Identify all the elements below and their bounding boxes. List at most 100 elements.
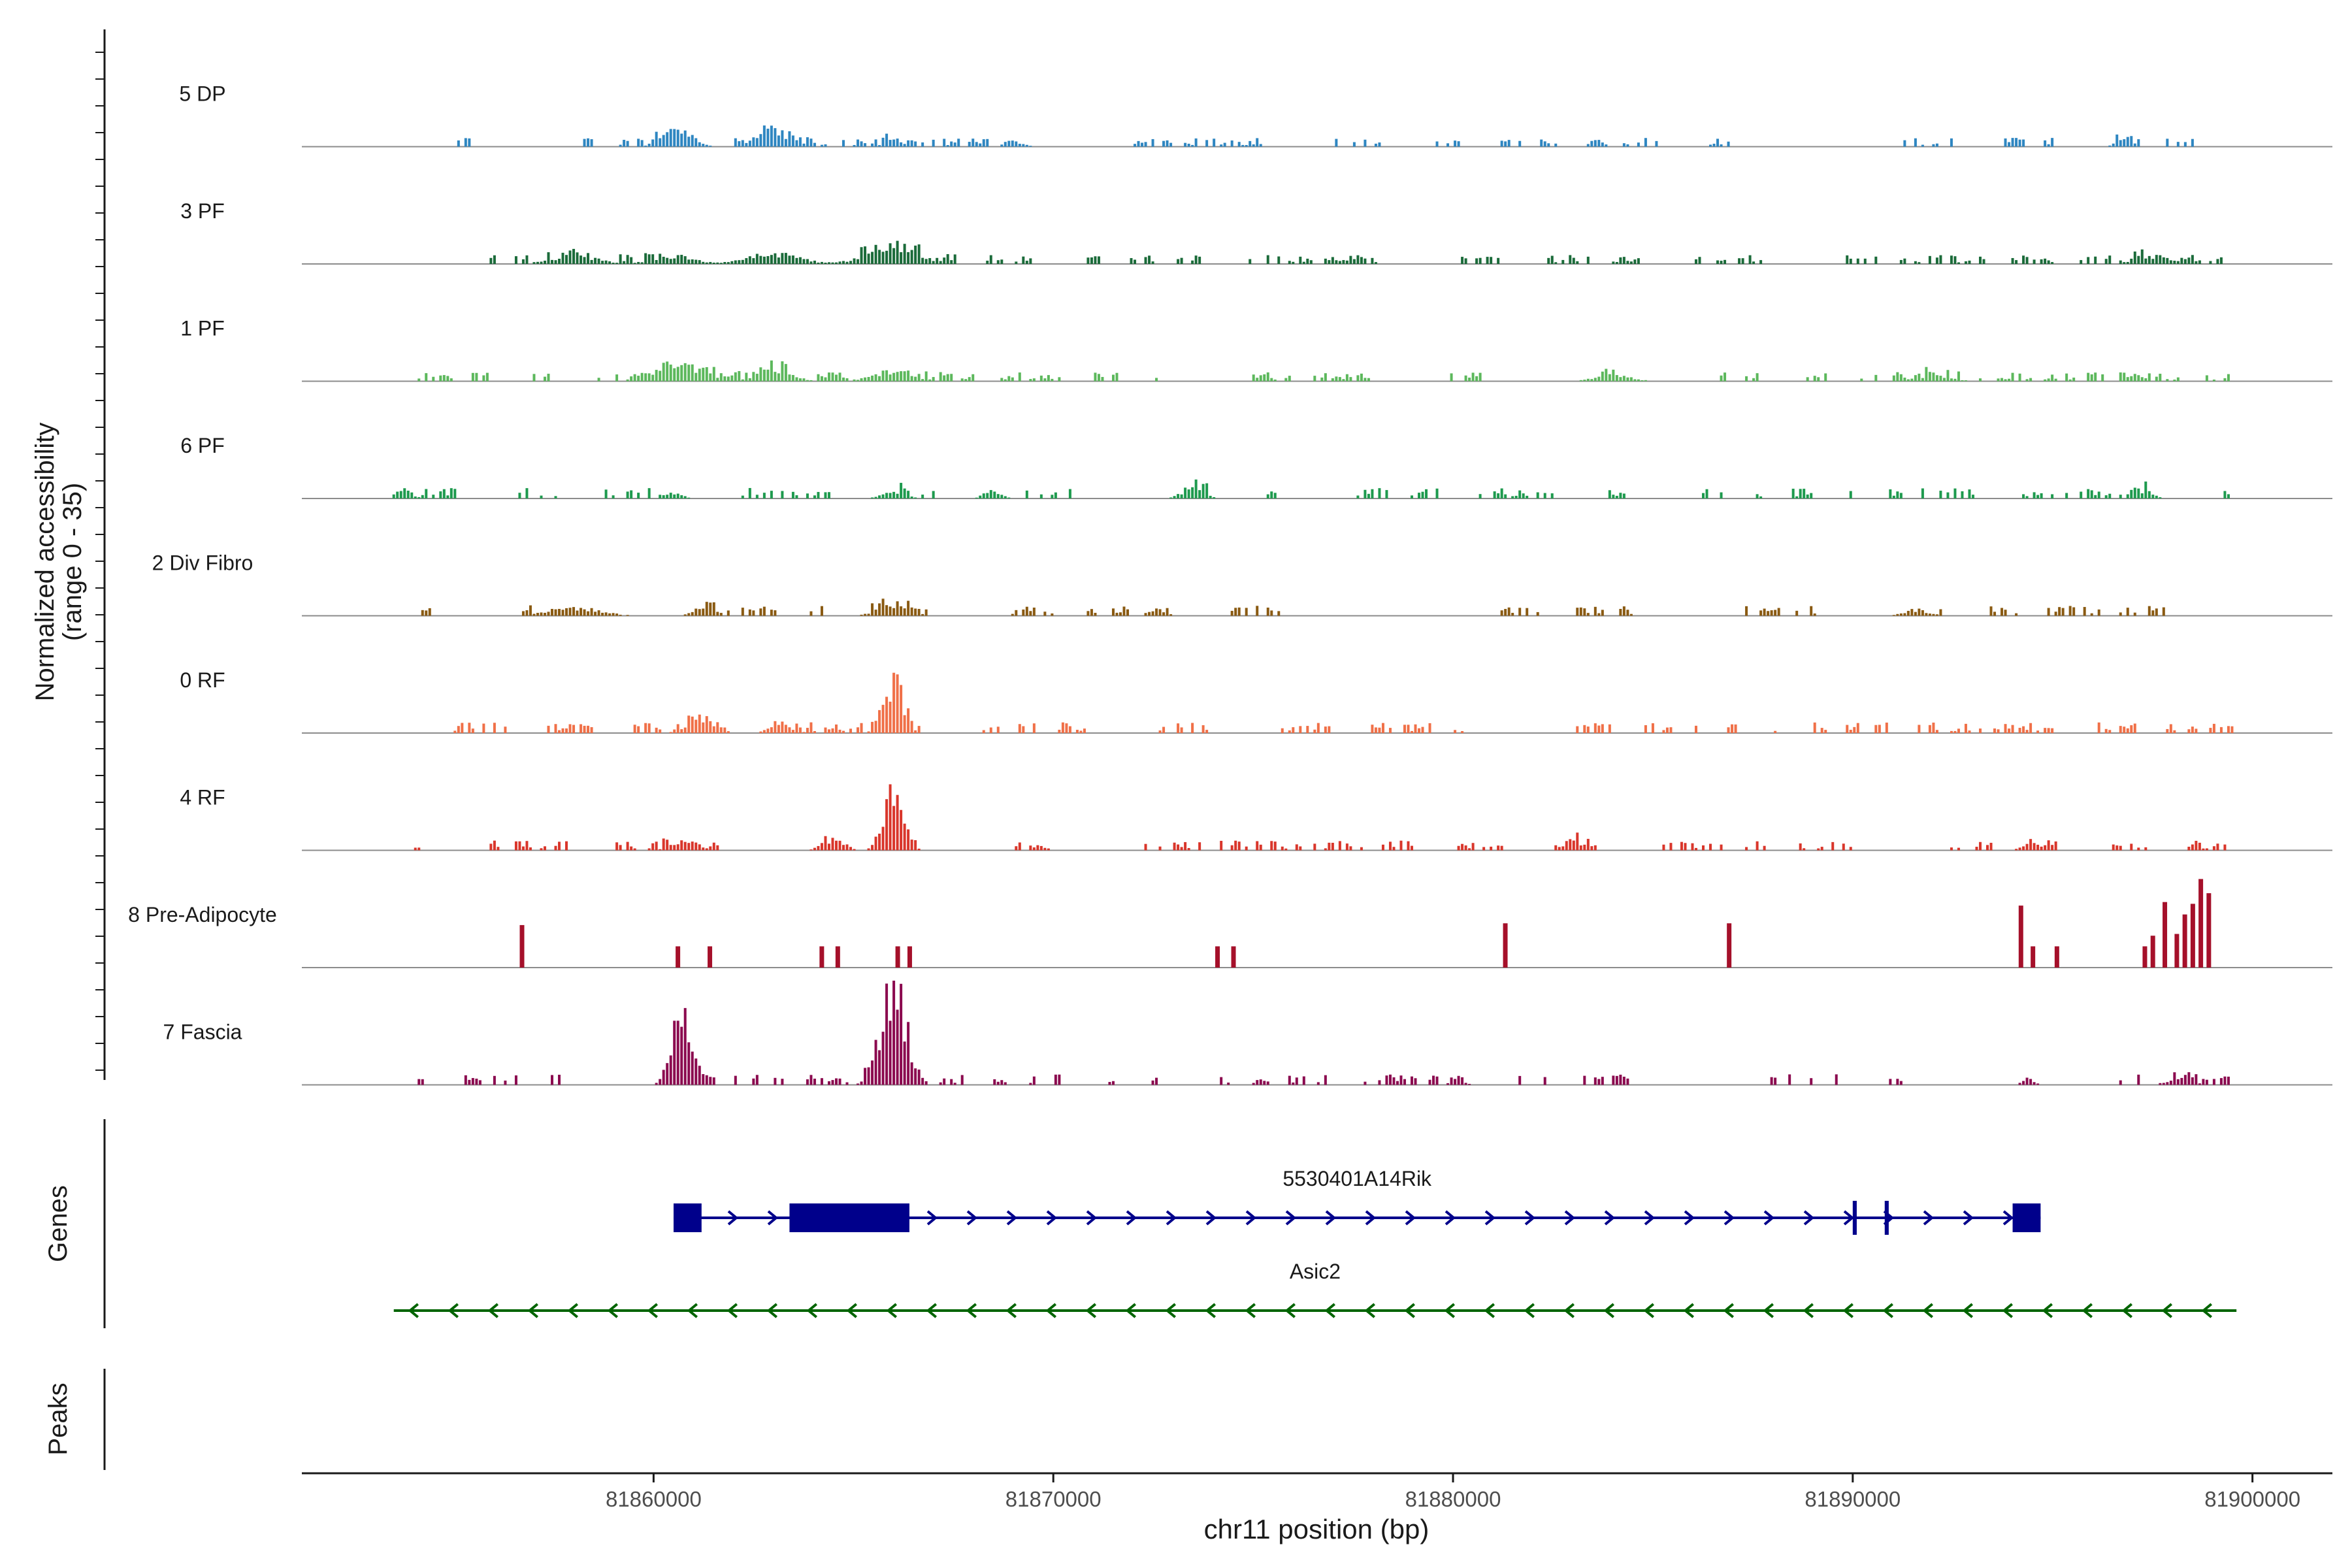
- coverage-bar: [669, 732, 672, 733]
- coverage-bar: [619, 144, 622, 147]
- coverage-bar: [2119, 845, 2122, 851]
- coverage-bar: [1734, 724, 1737, 733]
- coverage-bar: [917, 1070, 921, 1085]
- coverage-bar: [853, 379, 856, 382]
- gene-asic2: Asic2: [393, 1260, 2237, 1318]
- coverage-bar: [1249, 140, 1252, 147]
- coverage-bar: [1414, 724, 1417, 733]
- coverage-bar: [1220, 840, 1223, 851]
- coverage-bar: [1277, 256, 1281, 264]
- coverage-bar: [781, 361, 784, 382]
- coverage-bar: [849, 261, 853, 264]
- coverage-bar: [784, 253, 787, 264]
- coverage-bar: [1723, 372, 1727, 382]
- coverage-bar: [874, 610, 877, 616]
- coverage-bar: [1622, 257, 1625, 264]
- coverage-bar: [2130, 136, 2133, 147]
- coverage-bar: [932, 261, 935, 264]
- coverage-bar: [1759, 610, 1763, 616]
- coverage-bar: [1964, 380, 1967, 382]
- coverage-bar: [1554, 845, 1558, 851]
- coverage-bar: [845, 844, 849, 851]
- coverage-bar: [864, 613, 867, 616]
- coverage-bar: [1039, 375, 1043, 382]
- coverage-bar: [1097, 256, 1100, 264]
- track-label: 3 PF: [180, 199, 225, 223]
- coverage-bar: [752, 1078, 755, 1085]
- coverage-bar: [900, 252, 903, 264]
- coverage-bar: [2223, 1076, 2227, 1085]
- coverage-bar: [1000, 378, 1004, 382]
- coverage-bar: [770, 491, 773, 498]
- gene-label: Asic2: [1290, 1260, 1341, 1283]
- coverage-bar: [2108, 145, 2112, 147]
- coverage-bar: [979, 495, 982, 498]
- x-tick-label: 81870000: [1005, 1487, 1102, 1511]
- coverage-bar: [1022, 256, 1025, 264]
- coverage-bar: [871, 143, 874, 147]
- track-label: 7 Fascia: [163, 1021, 242, 1044]
- coverage-bar: [809, 1075, 813, 1085]
- coverage-bar: [1273, 841, 1277, 851]
- coverage-bar: [2183, 142, 2187, 147]
- coverage-bar: [615, 842, 619, 851]
- coverage-bar: [774, 721, 777, 733]
- strand-arrow: [1205, 1210, 1217, 1226]
- coverage-bar: [572, 607, 576, 616]
- coverage-bar: [2162, 257, 2165, 264]
- coverage-bar: [1155, 608, 1158, 616]
- strand-arrow: [1843, 1210, 1855, 1226]
- coverage-bar: [867, 848, 870, 851]
- coverage-bar: [806, 259, 809, 264]
- coverage-bar: [2126, 608, 2129, 616]
- coverage-bar: [770, 255, 773, 264]
- coverage-bar: [2169, 1081, 2172, 1085]
- coverage-bar: [1526, 608, 1529, 616]
- coverage-bar: [777, 725, 780, 733]
- coverage-bar: [871, 845, 874, 851]
- coverage-bar: [2144, 482, 2148, 498]
- coverage-bar: [2137, 488, 2140, 498]
- coverage-bar: [1338, 841, 1341, 851]
- coverage-bar: [2166, 139, 2169, 147]
- coverage-bar: [2198, 842, 2201, 851]
- coverage-bar: [2054, 378, 2057, 382]
- coverage-bar: [867, 377, 870, 382]
- coverage-bar: [1018, 144, 1021, 147]
- coverage-bar: [691, 259, 694, 264]
- coverage-bar: [1043, 378, 1047, 382]
- coverage-bar: [1903, 377, 1906, 382]
- strand-arrow: [727, 1303, 738, 1318]
- coverage-bar: [857, 380, 860, 382]
- coverage-bar: [2202, 848, 2205, 851]
- coverage-bar: [900, 809, 903, 851]
- coverage-bar: [655, 131, 658, 147]
- coverage-bar: [1651, 723, 1654, 733]
- coverage-bar: [824, 727, 827, 733]
- coverage-bar: [1378, 727, 1381, 733]
- coverage-bar: [2195, 261, 2198, 264]
- coverage-spike: [2198, 879, 2204, 968]
- coverage-bar: [1464, 375, 1467, 382]
- coverage-bar: [1846, 255, 1849, 264]
- coverage-bar: [1813, 722, 1816, 733]
- coverage-bar: [2126, 137, 2129, 147]
- coverage-bar: [1777, 608, 1780, 616]
- coverage-bar: [547, 725, 550, 733]
- coverage-bar: [1950, 378, 1953, 382]
- coverage-bar: [687, 1042, 691, 1085]
- coverage-bar: [2159, 374, 2162, 382]
- coverage-bar: [2040, 259, 2043, 264]
- coverage-spike: [2190, 904, 2195, 968]
- coverage-bar: [683, 614, 687, 616]
- coverage-bar: [2148, 373, 2151, 382]
- coverage-bar: [1579, 380, 1582, 382]
- coverage-bar: [597, 610, 600, 616]
- coverage-bar: [651, 254, 655, 264]
- coverage-bar: [719, 727, 723, 733]
- coverage-bar: [914, 245, 917, 264]
- coverage-bar: [2162, 1083, 2165, 1085]
- coverage-bar: [709, 373, 712, 382]
- coverage-bar: [762, 369, 766, 382]
- coverage-bar: [867, 731, 870, 733]
